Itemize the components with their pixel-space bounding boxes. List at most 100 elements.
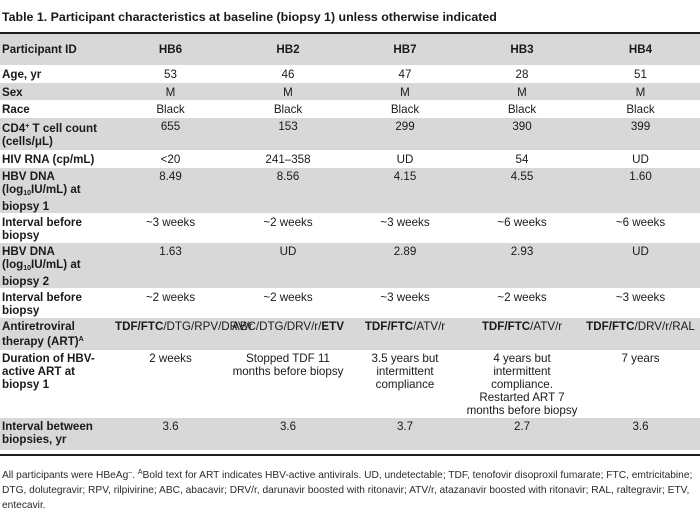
table-row: Interval before biopsy ~3 weeks ~2 weeks… xyxy=(0,213,700,243)
table-cell: Black xyxy=(626,103,655,116)
header-label: Participant ID xyxy=(0,34,112,65)
row-label: Antiretroviral therapy (ART)A xyxy=(0,317,112,350)
label-text: IU/mL) at biopsy 2 xyxy=(2,258,81,288)
table-cell: 4 years but intermittent compliance. Res… xyxy=(466,352,578,417)
table-cell: 54 xyxy=(515,153,529,166)
table-cell: 1.60 xyxy=(581,167,700,213)
label-text: HBV DNA (log xyxy=(2,245,55,271)
row-label: HBV DNA (log10IU/mL) at biopsy 2 xyxy=(0,242,112,288)
table-caption: Table 1. Participant characteristics at … xyxy=(2,10,497,24)
table-cell: 3.6 xyxy=(112,417,229,450)
drug-separator: / xyxy=(387,320,391,333)
label-superscript: A xyxy=(78,336,84,343)
table-cell: M xyxy=(463,82,581,100)
table-row: HBV DNA (log10IU/mL) at biopsy 2 1.63 UD… xyxy=(0,242,700,288)
table-row: Race Black Black Black Black Black xyxy=(0,100,700,118)
table-cell: <20 xyxy=(160,153,181,166)
hbv-active-drug: FTC xyxy=(140,320,164,333)
drug-list: ABC/DTG/DRV/r/ xyxy=(232,320,322,333)
table-cell: UD xyxy=(581,242,700,288)
table-cell: 1.63 xyxy=(112,242,229,288)
table-cell: ~3 weeks xyxy=(615,291,666,304)
table-cell: Black xyxy=(507,103,537,116)
table-cell: UD xyxy=(229,242,347,288)
table-cell: 8.49 xyxy=(112,167,229,213)
drug-separator: / xyxy=(137,320,141,333)
table-cell: ~3 weeks xyxy=(380,291,430,304)
drug-list: /DTG/RPV/DRV/r xyxy=(163,320,253,333)
table-cell: 4.55 xyxy=(463,167,581,213)
drug-list: /ATV/r xyxy=(530,320,563,333)
table-row: Sex M M M M M xyxy=(0,82,700,100)
table-row: Antiretroviral therapy (ART)A TDF/FTC/DT… xyxy=(0,317,700,350)
label-text: HBV DNA (log xyxy=(2,170,55,196)
table-cell: ~2 weeks xyxy=(263,291,313,304)
table-cell: ~2 weeks xyxy=(145,291,196,304)
table-cell: 8.56 xyxy=(229,167,347,213)
drug-separator: / xyxy=(504,320,508,333)
label-superscript: + xyxy=(25,123,30,130)
row-label: HBV DNA (log10IU/mL) at biopsy 1 xyxy=(0,167,112,213)
table-cell: M xyxy=(581,82,700,100)
table-cell: UD xyxy=(632,153,649,166)
hbv-active-drug: ETV xyxy=(321,320,344,333)
table-row: CD4+ T cell count (cells/μL) 655 153 299… xyxy=(0,117,700,150)
header-id: HB6 xyxy=(112,34,229,65)
row-label: Sex xyxy=(0,82,112,100)
table-cell: 3.5 years but intermittent compliance xyxy=(371,352,439,391)
table-cell: 299 xyxy=(347,117,463,150)
label-text: IU/mL) at biopsy 1 xyxy=(2,183,81,213)
participant-table: Participant ID HB6 HB2 HB7 HB3 HB4 Age, … xyxy=(0,34,700,450)
hbv-active-drug: TDF xyxy=(115,320,138,333)
table-cell: 51 xyxy=(634,68,647,81)
row-label: Interval before biopsy xyxy=(2,216,82,242)
drug-separator: / xyxy=(608,320,612,333)
table-footnote: All participants were HBeAg–. ABold text… xyxy=(0,456,700,513)
table-cell: 4.15 xyxy=(347,167,463,213)
table-cell: ~6 weeks xyxy=(615,216,666,229)
header-id: HB3 xyxy=(463,34,581,65)
label-subscript: 10 xyxy=(23,265,32,272)
table-row: Interval between biopsies, yr 3.6 3.6 3.… xyxy=(0,417,700,450)
row-label: Age, yr xyxy=(2,68,42,81)
footnote-text: All participants were HBeAg xyxy=(2,470,129,481)
hbv-active-drug: FTC xyxy=(611,320,635,333)
table-cell: 53 xyxy=(164,68,177,81)
table-row: HBV DNA (log10IU/mL) at biopsy 1 8.49 8.… xyxy=(0,167,700,213)
table-cell: 655 xyxy=(112,117,229,150)
table-cell: 399 xyxy=(581,117,700,150)
table-cell: TDF/FTC/DTG/RPV/DRV/r xyxy=(112,317,253,350)
table-cell: 47 xyxy=(398,68,412,81)
table-cell: ~3 weeks xyxy=(380,216,430,229)
table-cell: Black xyxy=(156,103,185,116)
label-text: CD4 xyxy=(2,122,26,135)
table-cell: 3.6 xyxy=(581,417,700,450)
table-cell: 2.89 xyxy=(347,242,463,288)
hbv-active-drug: TDF xyxy=(481,320,505,333)
table-cell: 3.7 xyxy=(347,417,463,450)
hbv-active-drug: TDF xyxy=(586,320,609,333)
top-rule xyxy=(0,32,700,34)
table-cell: ~6 weeks xyxy=(497,216,547,229)
row-label: CD4+ T cell count (cells/μL) xyxy=(0,117,112,150)
header-id: HB4 xyxy=(581,34,700,65)
table-cell: 46 xyxy=(281,68,295,81)
table-cell: 2.7 xyxy=(463,417,581,450)
table-cell: TDF/FTC/ATV/r xyxy=(347,317,463,350)
header-row: Participant ID HB6 HB2 HB7 HB3 HB4 xyxy=(0,34,700,65)
hbv-active-drug: FTC xyxy=(507,320,531,333)
table-row: Age, yr 53 46 47 28 51 xyxy=(0,65,700,83)
table-row: HIV RNA (cp/mL) <20 241–358 UD 54 UD xyxy=(0,150,700,168)
table-cell: ~2 weeks xyxy=(497,291,547,304)
header-id: HB2 xyxy=(229,34,347,65)
table-cell: 153 xyxy=(229,117,347,150)
table-cell: 241–358 xyxy=(265,153,311,166)
row-label: Interval between biopsies, yr xyxy=(0,417,112,450)
table-cell: ~3 weeks xyxy=(145,216,196,229)
hbv-active-drug: TDF xyxy=(364,320,388,333)
drug-list: /ATV/r xyxy=(413,320,446,333)
table-row: Interval before biopsy ~2 weeks ~2 weeks… xyxy=(0,288,700,318)
label-subscript: 10 xyxy=(23,190,32,197)
table-cell: TDF/FTC/DRV/r/RAL xyxy=(581,317,700,350)
row-label: Duration of HBV-active ART at biopsy 1 xyxy=(2,352,95,391)
